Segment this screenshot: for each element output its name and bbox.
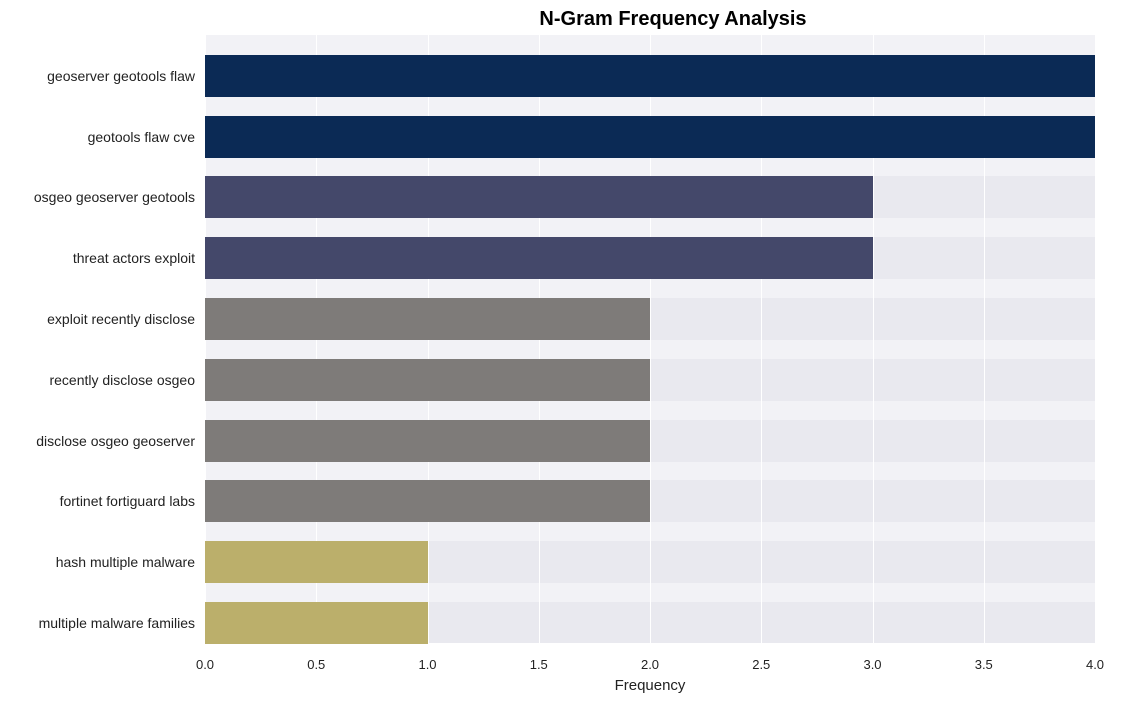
bar [205,55,1095,97]
bar [205,359,650,401]
bar [205,602,428,644]
bar [205,176,873,218]
y-tick-label: fortinet fortiguard labs [60,493,195,509]
y-tick-label: geoserver geotools flaw [47,68,195,84]
bar [205,298,650,340]
bar [205,116,1095,158]
x-tick-label: 3.5 [975,657,993,672]
x-tick-label: 0.5 [307,657,325,672]
x-tick-label: 4.0 [1086,657,1104,672]
ngram-chart: N-Gram Frequency Analysis geoserver geot… [0,0,1146,701]
x-tick-label: 2.0 [641,657,659,672]
y-tick-label: geotools flaw cve [88,129,195,145]
y-tick-label: recently disclose osgeo [49,372,195,388]
y-tick-label: exploit recently disclose [47,311,195,327]
x-tick-label: 2.5 [752,657,770,672]
y-tick-label: disclose osgeo geoserver [36,433,195,449]
bar [205,541,428,583]
y-tick-label: threat actors exploit [73,250,195,266]
x-tick-label: 1.5 [530,657,548,672]
bar [205,420,650,462]
y-axis: geoserver geotools flaw geotools flaw cve… [0,35,205,651]
y-tick-label: osgeo geoserver geotools [34,189,195,205]
x-tick-label: 3.0 [863,657,881,672]
y-tick-label: multiple malware families [39,615,195,631]
y-tick-label: hash multiple malware [56,554,195,570]
x-tick-label: 1.0 [418,657,436,672]
chart-title: N-Gram Frequency Analysis [0,8,1146,31]
x-axis-title: Frequency [205,677,1095,694]
x-tick-label: 0.0 [196,657,214,672]
x-axis: Frequency 0.0 0.5 1.0 1.5 2.0 2.5 3.0 3.5 4.0 [0,651,1146,701]
x-gridline [1095,35,1096,643]
bar [205,480,650,522]
plot-wrapper: geoserver geotools flaw geotools flaw cve… [0,35,1146,651]
plot-area [205,35,1095,643]
bar [205,237,873,279]
